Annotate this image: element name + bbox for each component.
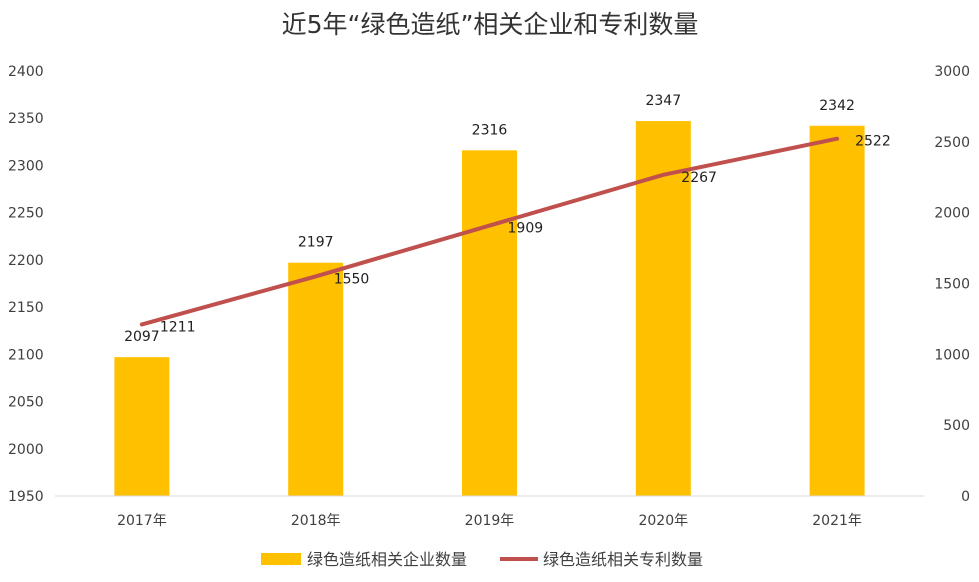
right-tick-label: 1500 (934, 277, 970, 293)
left-tick-label: 2000 (8, 442, 44, 458)
line-data-label: 2522 (855, 134, 891, 150)
series-line (139, 136, 840, 327)
left-tick-label: 2250 (8, 206, 44, 222)
x-tick-label: 2017年 (117, 513, 167, 529)
right-tick-label: 1000 (934, 347, 970, 363)
left-tick-label: 2300 (8, 158, 44, 174)
left-tick-label: 2150 (8, 300, 44, 316)
bar-data-label: 2197 (298, 235, 334, 251)
legend-label-line: 绿色造纸相关专利数量 (543, 550, 703, 569)
x-tick-label: 2020年 (638, 513, 688, 529)
bar (809, 125, 865, 497)
bar-data-label: 2316 (472, 122, 508, 138)
right-tick-label: 500 (943, 418, 970, 434)
bar (462, 150, 517, 497)
line-data-label: 1909 (508, 221, 544, 237)
x-tick-label: 2021年 (812, 513, 862, 529)
x-axis-ticks: 2017年 2018年 2019年 2020年 2021年 (117, 513, 862, 529)
bar-data-label: 2342 (819, 98, 855, 114)
bar (114, 357, 170, 496)
legend-label-bar: 绿色造纸相关企业数量 (307, 550, 467, 569)
left-tick-label: 1950 (8, 489, 44, 505)
bar (635, 121, 691, 497)
legend-swatch-bar (261, 553, 301, 565)
line-data-label: 2267 (681, 170, 717, 186)
line-series (139, 136, 840, 327)
right-tick-label: 3000 (934, 64, 970, 80)
line-data-label: 1550 (334, 271, 370, 287)
chart-title: 近5年“绿色造纸”相关企业和专利数量 (282, 10, 699, 39)
x-tick-label: 2019年 (465, 513, 515, 529)
x-tick-label: 2018年 (291, 513, 341, 529)
right-tick-label: 0 (961, 489, 970, 505)
left-tick-label: 2350 (8, 111, 44, 127)
bar-data-label: 2097 (124, 329, 160, 345)
left-tick-label: 2400 (8, 64, 44, 80)
bar-data-label: 2347 (645, 93, 681, 109)
left-tick-label: 2100 (8, 347, 44, 363)
right-axis-ticks: 0 500 1000 1500 2000 2500 3000 (934, 64, 970, 505)
right-tick-label: 2500 (934, 135, 970, 151)
right-tick-label: 2000 (934, 206, 970, 222)
bar-series (114, 121, 865, 497)
bar (288, 262, 344, 496)
data-labels: 2097 2197 2316 2347 2342 1211 1550 1909 2267 2522 (124, 93, 891, 345)
left-tick-label: 2050 (8, 395, 44, 411)
line-data-label: 1211 (160, 319, 196, 335)
legend: 绿色造纸相关企业数量 绿色造纸相关专利数量 (261, 550, 703, 569)
left-tick-label: 2200 (8, 253, 44, 269)
left-axis-ticks: 1950 2000 2050 2100 2150 2200 2250 2300 2350 2400 (8, 64, 44, 505)
